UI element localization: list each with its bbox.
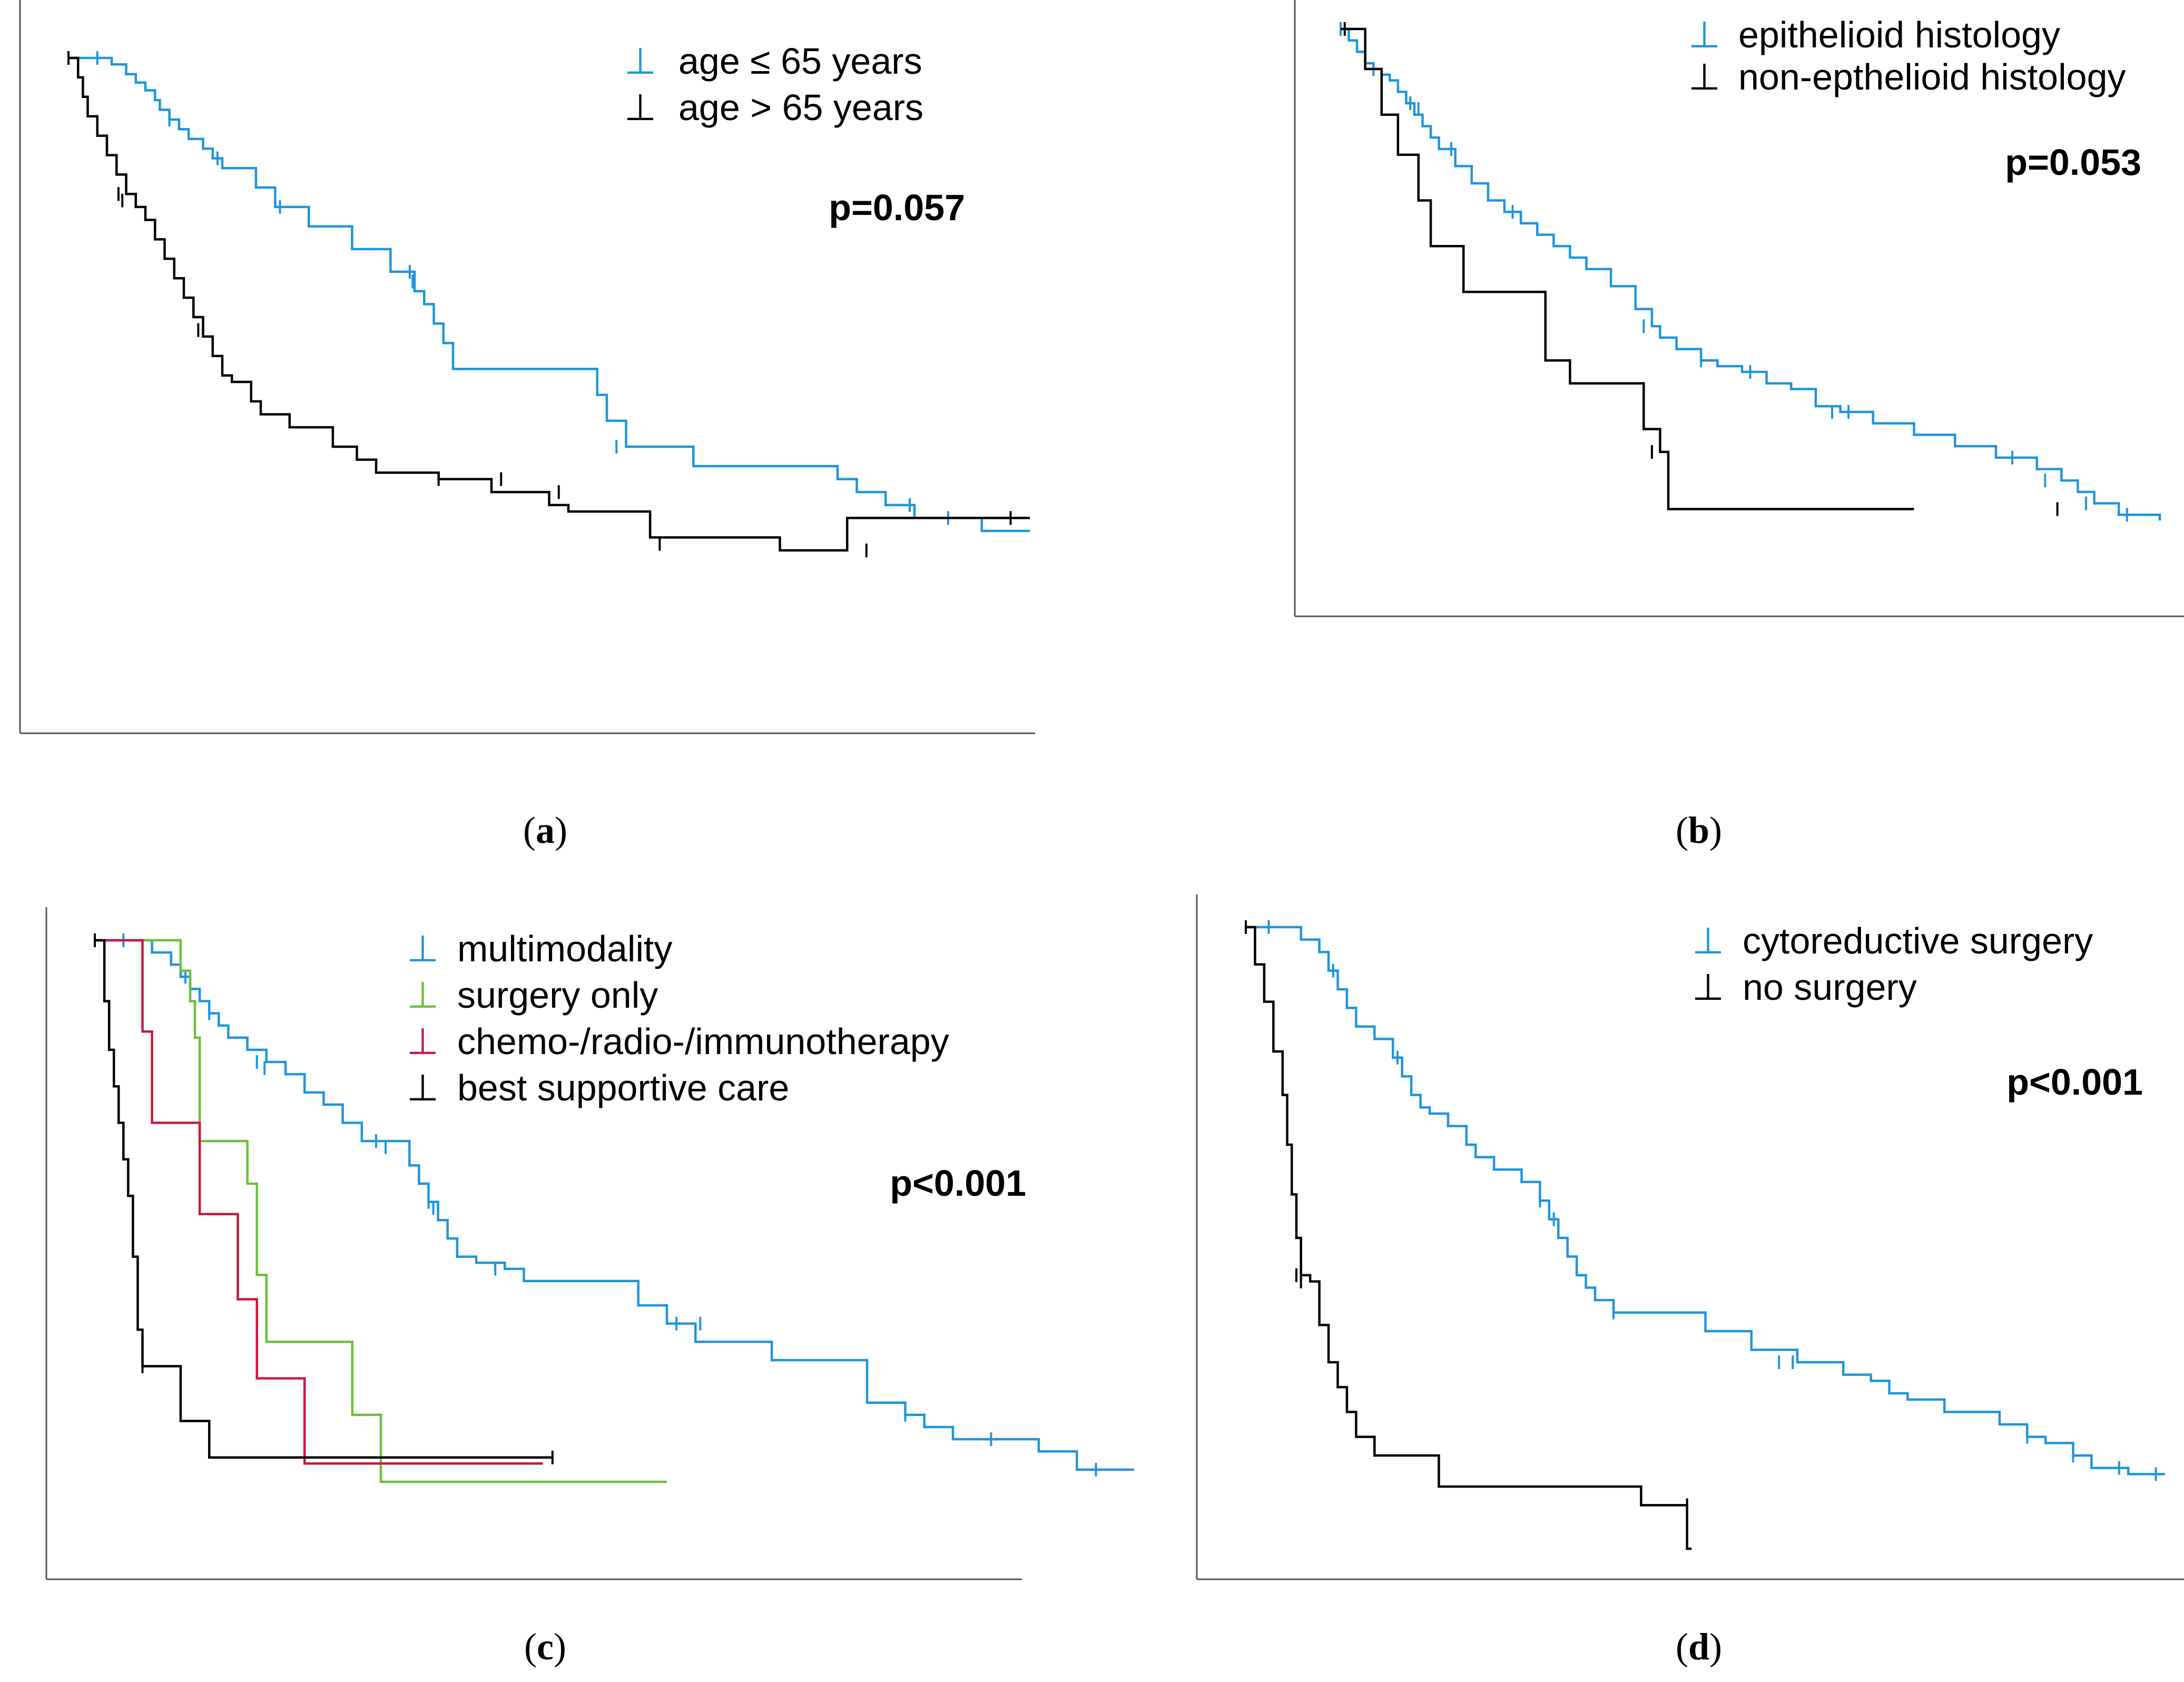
series-best-supportive-care xyxy=(94,933,554,1464)
legend-entry-no-surgery: ⊥ no surgery xyxy=(1692,967,1917,1008)
survival-curve-line xyxy=(95,939,543,1465)
legend-symbol: ⊥ xyxy=(1692,920,1724,961)
legend-label: cytoreductive surgery xyxy=(1743,920,2093,961)
series-age-65-years xyxy=(67,51,1030,557)
legend-entry-age-gt-65: ⊥ age > 65 years xyxy=(624,87,923,128)
survival-curve-line xyxy=(1341,27,2161,521)
panel-b-pvalue: p=0.053 xyxy=(2005,142,2141,183)
panel-a-pvalue: p=0.057 xyxy=(829,187,965,228)
legend-entry-best-supportive-care: ⊥ best supportive care xyxy=(407,1067,789,1108)
legend-entry-age-le-65: ⊥ age ≤ 65 years xyxy=(624,41,922,82)
panel-c-pvalue: p<0.001 xyxy=(890,1163,1026,1204)
panel-c: ⊥ multimodality ⊥ surgery only ⊥ chemo-/… xyxy=(45,907,1134,1668)
panel-c-curves xyxy=(94,933,1134,1483)
legend-entry-epithelioid: ⊥ epithelioid histology xyxy=(1688,14,2060,55)
series-multimodality xyxy=(95,933,1134,1477)
panel-d-curves xyxy=(1245,920,2165,1550)
legend-symbol: ⊥ xyxy=(624,87,656,128)
panel-c-axes xyxy=(45,907,1022,1580)
survival-curve-line xyxy=(95,939,1134,1471)
series-cytoreductive-surgery xyxy=(1246,920,2165,1481)
survival-curve-line xyxy=(95,939,667,1483)
survival-curve-line xyxy=(68,56,1030,552)
panel-d-pvalue: p<0.001 xyxy=(2006,1061,2143,1103)
survival-curve-line xyxy=(1341,27,1914,510)
legend-entry-surgery-only: ⊥ surgery only xyxy=(407,975,658,1016)
panel-b: ⊥ epithelioid histology ⊥ non-epthelioid… xyxy=(1294,0,2184,851)
legend-label: age > 65 years xyxy=(678,87,923,128)
survival-curve-line xyxy=(1246,926,2165,1476)
legend-symbol: ⊥ xyxy=(1688,14,1720,55)
panel-b-caption: (b) xyxy=(1676,809,1722,851)
panel-c-caption: (c) xyxy=(524,1626,566,1668)
series-chemo-radio-immunotherapy xyxy=(95,939,543,1465)
legend-symbol: ⊥ xyxy=(407,1067,439,1108)
panel-b-curves xyxy=(1340,22,2161,522)
legend-symbol: ⊥ xyxy=(407,1021,439,1062)
panel-b-axes xyxy=(1294,0,2184,617)
legend-symbol: ⊥ xyxy=(1688,56,1720,97)
legend-symbol: ⊥ xyxy=(407,975,439,1016)
legend-label: age ≤ 65 years xyxy=(678,41,922,82)
legend-entry-chemo-radio-immuno: ⊥ chemo-/radio-/immunotherapy xyxy=(407,1021,949,1062)
legend-label: no surgery xyxy=(1743,967,1917,1008)
legend-label: non-epthelioid histology xyxy=(1738,56,2126,97)
panel-d-caption: (d) xyxy=(1676,1626,1722,1668)
series-epithelioid-histology xyxy=(1340,22,2161,522)
legend-label: best supportive care xyxy=(457,1067,789,1108)
legend-entry-cytoreductive-surgery: ⊥ cytoreductive surgery xyxy=(1692,920,2093,961)
panel-d-legend: ⊥ cytoreductive surgery ⊥ no surgery xyxy=(1692,920,2093,1008)
panel-a-caption: (a) xyxy=(523,809,567,851)
panel-b-legend: ⊥ epithelioid histology ⊥ non-epthelioid… xyxy=(1688,14,2126,97)
series-non-epthelioid-histology xyxy=(1341,22,2059,516)
panel-c-legend: ⊥ multimodality ⊥ surgery only ⊥ chemo-/… xyxy=(407,928,949,1108)
legend-label: epithelioid histology xyxy=(1738,14,2060,55)
legend-label: multimodality xyxy=(457,928,672,969)
panel-d-axes xyxy=(1196,894,2184,1580)
series-no-surgery xyxy=(1245,920,1692,1550)
legend-label: surgery only xyxy=(457,975,658,1016)
legend-entry-non-epthelioid: ⊥ non-epthelioid histology xyxy=(1688,56,2126,97)
legend-symbol: ⊥ xyxy=(1692,967,1724,1008)
series-surgery-only xyxy=(95,939,667,1483)
legend-entry-multimodality: ⊥ multimodality xyxy=(407,928,672,969)
legend-label: chemo-/radio-/immunotherapy xyxy=(457,1021,949,1062)
legend-symbol: ⊥ xyxy=(407,928,439,969)
legend-symbol: ⊥ xyxy=(624,41,656,82)
survival-curve-line xyxy=(1246,926,1692,1550)
survival-curve-line xyxy=(95,939,553,1459)
panel-a: ⊥ age ≤ 65 years ⊥ age > 65 years p=0.05… xyxy=(19,0,1035,851)
panel-d: ⊥ cytoreductive surgery ⊥ no surgery p<0… xyxy=(1196,894,2184,1668)
panel-a-axes xyxy=(19,0,1035,734)
survival-curve-line xyxy=(68,56,1030,533)
panel-a-curves xyxy=(67,51,1030,557)
series-age-65-years xyxy=(68,51,1030,533)
panel-a-legend: ⊥ age ≤ 65 years ⊥ age > 65 years xyxy=(624,41,923,128)
